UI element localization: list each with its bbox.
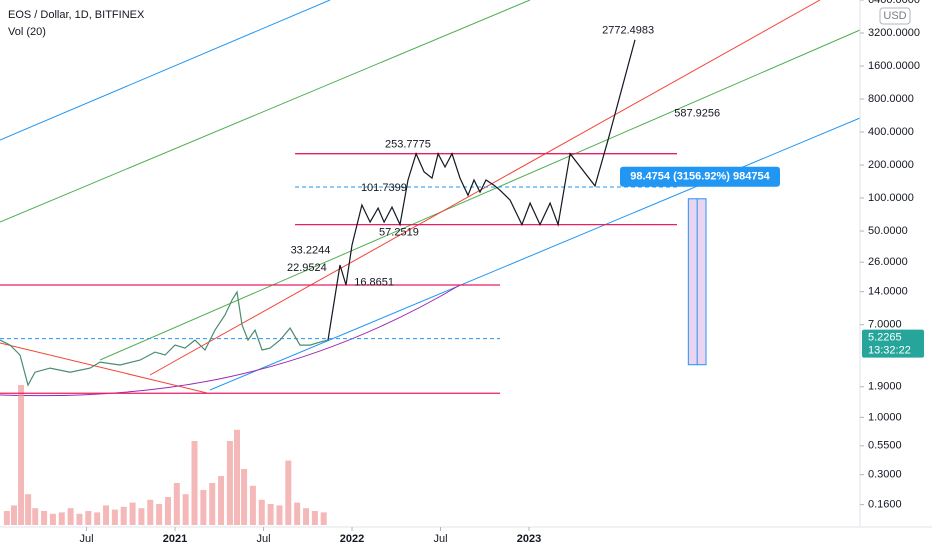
y-tick-label: 50.0000 [868,225,908,237]
symbol-title: EOS / Dollar, 1D, BITFINEX [8,9,145,21]
measure-label: 98.4754 (3156.92%) 984754 [630,171,770,183]
annotation: 57.2519 [379,227,419,239]
volume-bar [156,504,163,525]
currency: USD [883,10,906,22]
annotation: 587.9256 [674,108,720,120]
y-tick-label: 800.0000 [868,93,914,105]
annotation: 2772.4983 [602,25,654,37]
volume-bar [58,512,65,525]
price-tag [862,329,924,358]
channel-line [0,0,331,141]
measure-label-bg [620,166,780,187]
volume-bar [200,490,207,525]
volume-bar [191,441,198,525]
volume-bar [76,513,83,525]
volume-bar [10,505,17,525]
trend-line [0,342,208,394]
y-tick-label: 14.0000 [868,286,908,298]
volume-bar [294,502,301,525]
volume-bar [241,469,248,525]
volume-bar [138,508,145,525]
y-tick-label: 6400.0000 [868,0,920,6]
volume-bar [32,508,39,525]
volume-bar [233,429,240,525]
volume-bar [18,385,25,525]
volume-bar [25,494,32,525]
volume-bar [218,476,225,525]
volume-bar [311,511,318,525]
volume-bar [147,499,154,525]
volume-bar [182,494,189,525]
volume-bar [111,509,118,525]
volume-bar [94,512,101,525]
volume-bar [129,502,136,525]
x-tick-label: Jul [433,533,447,545]
volume-bar [258,499,265,525]
x-tick-label: 2022 [340,533,364,545]
volume-bar [103,505,110,525]
x-tick-label: Jul [80,533,94,545]
x-tick-label: Jul [257,533,271,545]
y-tick-label: 3200.0000 [868,27,920,39]
y-tick-label: 100.0000 [868,192,914,204]
channel-line [99,29,861,361]
annotation: 16.8651 [354,277,394,289]
currency-button[interactable] [879,7,911,25]
annotation: 33.2244 [291,244,331,256]
volume-bar [3,511,10,525]
volume-bar [49,513,56,525]
annotation: 253.7775 [385,139,431,151]
price-line [327,39,636,341]
volume-bar [67,508,74,525]
x-tick-label: 2021 [163,533,187,545]
volume-bar [285,460,292,525]
volume-bar [120,506,127,525]
channel-line [209,117,861,391]
volume-bar [276,505,283,525]
y-tick-label: 26.0000 [868,256,908,268]
y-tick-label: 200.0000 [868,159,914,171]
trend-lines [0,0,861,397]
volume-bar [85,511,92,525]
axes: 6400.0000 3200.0000 1600.0000 800.0000 400.0… [80,0,924,545]
indicator-title: Vol (20) [8,26,46,38]
price-line [0,290,329,387]
volume-bar [249,485,256,525]
price-axis [860,0,932,550]
volume-bar [164,497,171,525]
volume-bar [226,441,233,525]
y-tick-label: 0.3000 [868,469,902,481]
y-tick-label: 0.1600 [868,499,902,511]
annotation: 22.9524 [287,262,327,274]
y-tick-label: 400.0000 [868,126,914,138]
y-tick-label: 7.0000 [868,319,902,331]
volume-bar [209,483,216,525]
volume-bar [173,483,180,525]
plot: 2772.4983 587.9256 253.7775 101.7399 57.2519… [0,25,780,525]
y-tick-label: 1.0000 [868,411,902,423]
annotation: 101.7399 [361,182,407,194]
x-tick-label: 2023 [517,533,541,545]
y-tick-label: 1600.0000 [868,60,920,72]
volume-bar [320,512,327,525]
curve [0,284,461,397]
volume-bar [267,504,274,525]
volume-bar [41,511,48,525]
channel-line [0,0,531,223]
volume-bar [303,508,310,525]
y-tick-label: 0.5500 [868,440,902,452]
price-tag-countdown: 13:32:22 [868,345,911,357]
price-tag-value: 5.2265 [868,332,902,344]
y-tick-label: 1.9000 [868,381,902,393]
